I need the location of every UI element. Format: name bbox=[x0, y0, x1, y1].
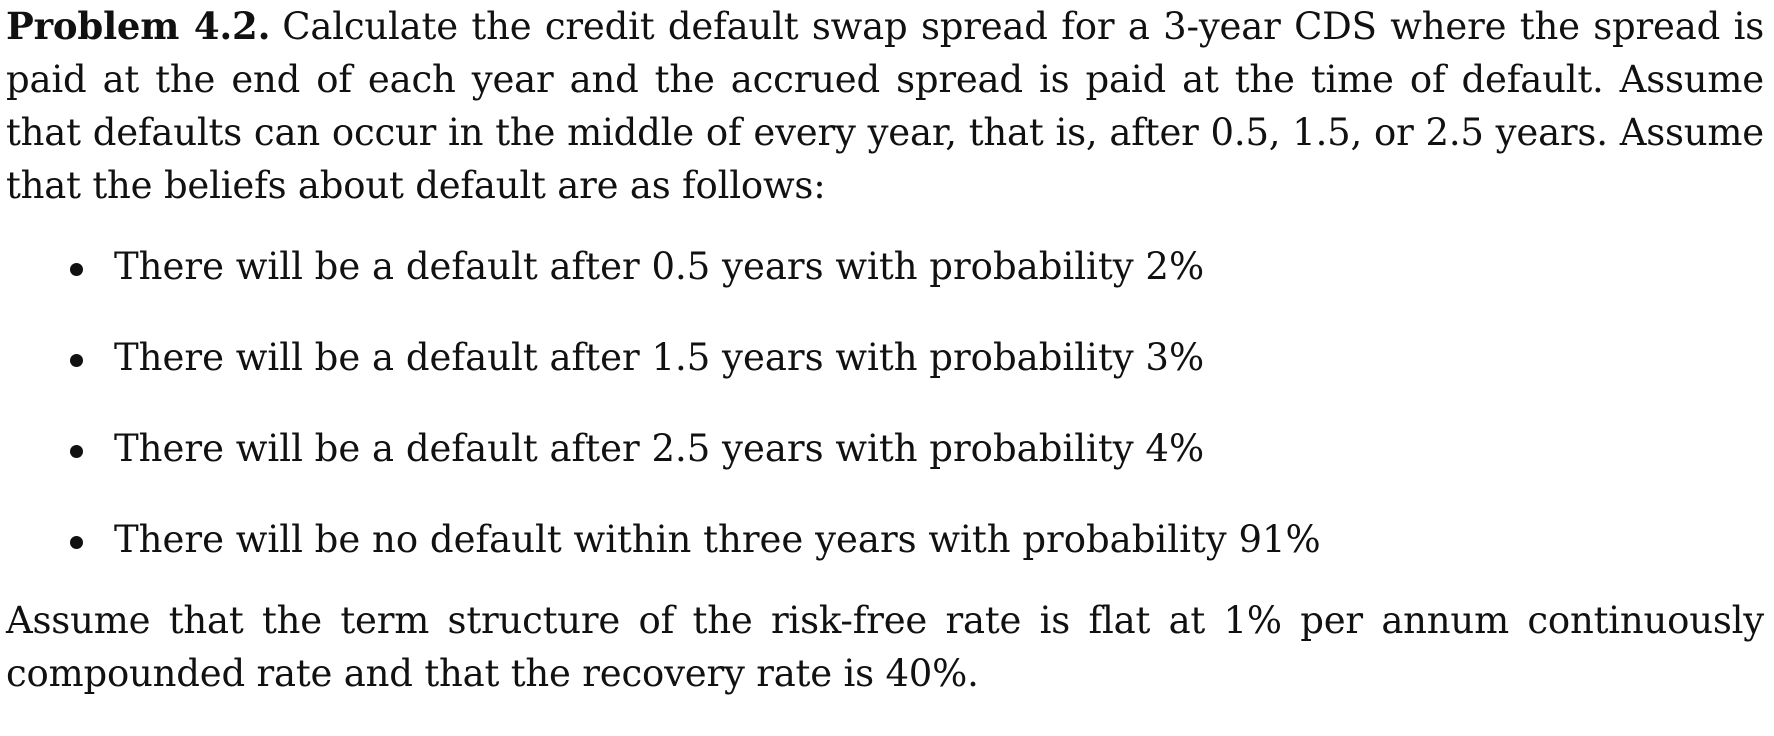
list-item: There will be no default within three ye… bbox=[6, 513, 1764, 566]
default-beliefs-list: There will be a default after 0.5 years … bbox=[6, 240, 1764, 566]
list-item: There will be a default after 2.5 years … bbox=[6, 422, 1764, 475]
problem-intro-text: Calculate the credit default swap spread… bbox=[6, 5, 1764, 207]
list-item-text: There will be a default after 1.5 years … bbox=[114, 336, 1205, 379]
list-item: There will be a default after 1.5 years … bbox=[6, 331, 1764, 384]
problem-intro-paragraph: Problem 4.2. Calculate the credit default… bbox=[6, 0, 1764, 212]
list-item-text: There will be no default within three ye… bbox=[114, 518, 1321, 561]
list-item-text: There will be a default after 2.5 years … bbox=[114, 427, 1205, 470]
bullet-icon bbox=[70, 354, 83, 367]
problem-closing-paragraph: Assume that the term structure of the ri… bbox=[6, 599, 1764, 695]
bullet-icon bbox=[70, 536, 83, 549]
list-item-text: There will be a default after 0.5 years … bbox=[114, 245, 1205, 288]
problem-document: Problem 4.2. Calculate the credit default… bbox=[6, 0, 1764, 700]
bullet-icon bbox=[70, 263, 83, 276]
problem-heading: Problem 4.2. bbox=[6, 4, 271, 48]
list-item: There will be a default after 0.5 years … bbox=[6, 240, 1764, 293]
bullet-icon bbox=[70, 445, 83, 458]
